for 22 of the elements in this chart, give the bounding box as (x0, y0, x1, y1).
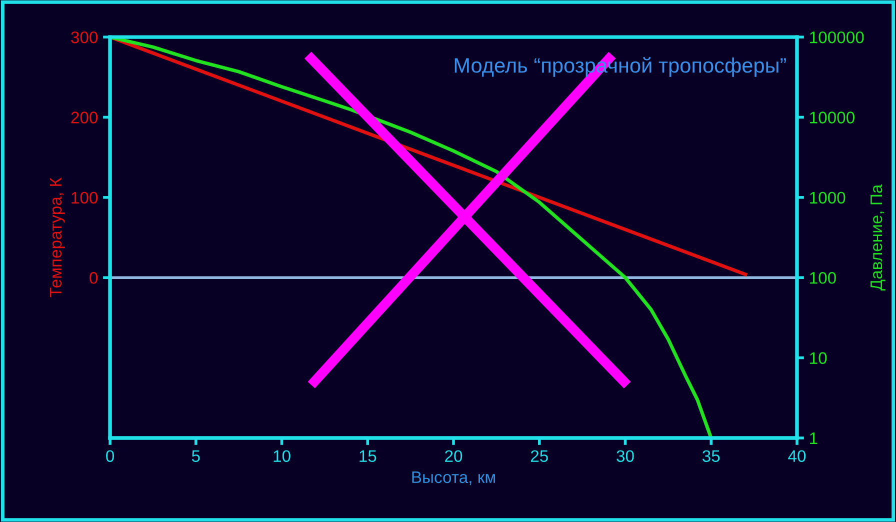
y2-tick-label: 10000 (810, 112, 854, 124)
y2-tick-label: 10 (810, 352, 827, 364)
y2-tick-label: 1000 (810, 192, 846, 204)
x-tick-label: 40 (788, 450, 806, 462)
x-tick-label: 0 (106, 450, 114, 462)
y-tick-label: 200 (71, 112, 98, 124)
x-tick-label: 30 (616, 450, 634, 462)
x-tick-label: 25 (530, 450, 548, 462)
x-tick-label: 15 (360, 450, 376, 462)
x-tick-label: 35 (702, 450, 720, 462)
y-axis-title: Температура, К (50, 178, 65, 298)
y2-tick-label: 1 (810, 432, 818, 444)
y-tick-label: 100 (72, 192, 98, 204)
y2-axis-title: Давление, Па (870, 184, 886, 291)
y-tick-label: 0 (90, 272, 98, 284)
x-tick-label: 5 (192, 450, 200, 462)
x-tick-label: 20 (445, 450, 462, 462)
x-axis-title: Высота, км (412, 471, 495, 486)
y2-tick-label: 100 (810, 272, 836, 284)
x-tick-label: 10 (274, 450, 290, 462)
y2-tick-label: 100000 (810, 31, 864, 44)
y-tick-label: 300 (71, 31, 98, 44)
